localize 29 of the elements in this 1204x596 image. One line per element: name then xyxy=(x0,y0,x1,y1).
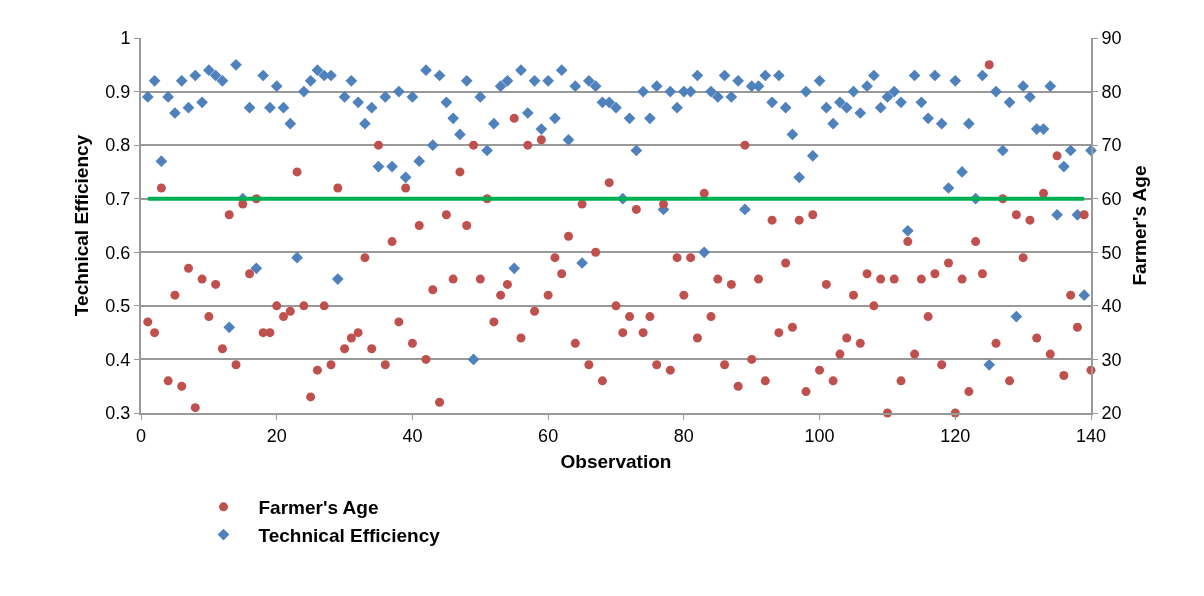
y2-tick-label: 60 xyxy=(1101,189,1122,210)
y2-tick-label: 90 xyxy=(1101,28,1122,49)
x-tick-label: 80 xyxy=(673,425,694,446)
y-tick-label: 0.9 xyxy=(105,81,131,102)
x-tick-label: 0 xyxy=(135,425,147,446)
x-tick-label: 40 xyxy=(402,425,423,446)
y2-tick-label: 20 xyxy=(1101,403,1122,424)
y-tick-label: 1 xyxy=(120,28,131,49)
y-tick-label: 0.8 xyxy=(105,135,131,156)
y2-tick-label: 30 xyxy=(1101,349,1122,370)
x-tick-label: 120 xyxy=(940,425,971,446)
x-axis-title: Observation xyxy=(560,450,672,472)
y2-tick-label: 40 xyxy=(1101,296,1122,317)
x-tick-label: 20 xyxy=(266,425,287,446)
x-tick-label: 100 xyxy=(804,425,835,446)
y2-tick-label: 50 xyxy=(1101,242,1122,263)
y-tick-label: 0.5 xyxy=(105,296,131,317)
x-tick-label: 140 xyxy=(1075,425,1107,446)
y-tick-label: 0.4 xyxy=(105,349,131,370)
y2-axis-title: Farmer's Age xyxy=(1128,165,1150,286)
y-axis-title: Technical Efficiency xyxy=(70,134,92,317)
y-tick-label: 0.6 xyxy=(105,242,131,263)
legend-label: Farmer's Age xyxy=(258,497,379,519)
y-tick-label: 0.3 xyxy=(105,403,131,424)
legend-label: Technical Efficiency xyxy=(258,524,441,546)
x-tick-label: 60 xyxy=(538,425,559,446)
y2-tick-label: 80 xyxy=(1101,81,1122,102)
y2-tick-label: 70 xyxy=(1101,135,1122,156)
y-tick-label: 0.7 xyxy=(105,189,131,210)
